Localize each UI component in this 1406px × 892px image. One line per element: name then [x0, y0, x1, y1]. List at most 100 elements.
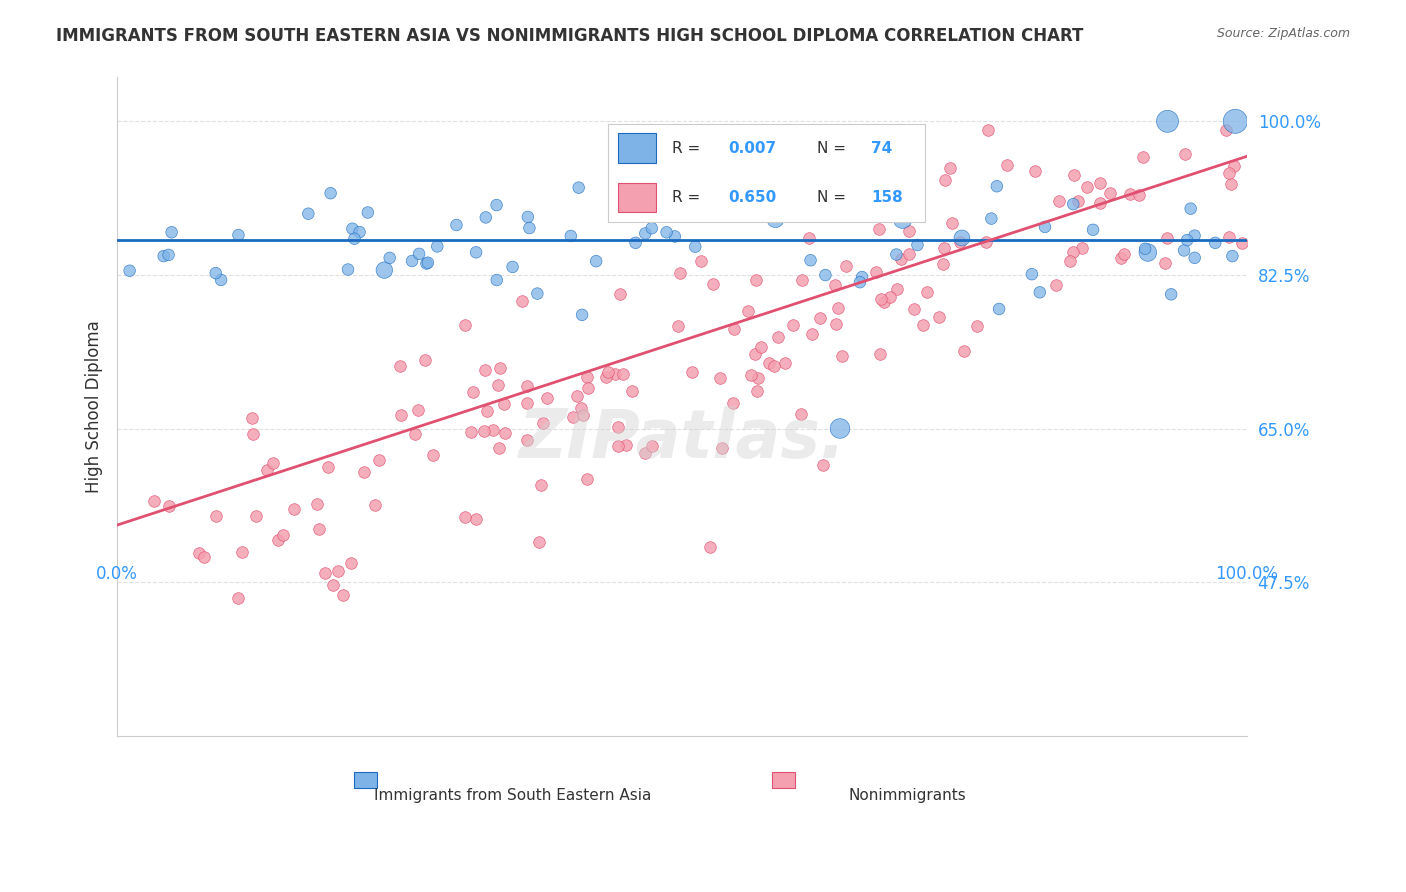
Point [1230, 235, 1253, 250]
Point [745, 273, 768, 287]
Text: IMMIGRANTS FROM SOUTH EASTERN ASIA VS NONIMMIGRANTS HIGH SCHOOL DIPLOMA CORRELAT: IMMIGRANTS FROM SOUTH EASTERN ASIA VS NO… [56, 27, 1084, 45]
Point [157, 499, 180, 513]
Text: Immigrants from South Eastern Asia: Immigrants from South Eastern Asia [374, 789, 651, 804]
Point [868, 222, 890, 236]
Point [948, 235, 970, 249]
Point [941, 216, 963, 230]
Point [740, 368, 762, 382]
Point [709, 371, 731, 385]
Point [620, 384, 643, 398]
Point [193, 550, 215, 565]
Point [810, 310, 832, 325]
Point [1132, 150, 1154, 164]
Point [1215, 123, 1237, 137]
Point [1153, 256, 1175, 270]
FancyBboxPatch shape [354, 772, 377, 789]
Point [406, 403, 429, 417]
Point [1062, 197, 1084, 211]
Point [561, 409, 583, 424]
Point [898, 247, 921, 261]
Point [596, 366, 619, 380]
Point [811, 458, 834, 472]
Point [1059, 254, 1081, 268]
Point [1109, 251, 1132, 265]
Point [689, 254, 711, 268]
Point [1136, 245, 1159, 260]
Point [526, 286, 548, 301]
FancyBboxPatch shape [772, 772, 794, 789]
Point [1070, 241, 1092, 255]
Point [797, 231, 820, 245]
Point [1128, 188, 1150, 202]
Point [1088, 196, 1111, 211]
Point [527, 534, 550, 549]
Point [1225, 114, 1247, 128]
Point [939, 161, 962, 175]
Point [349, 225, 371, 239]
Point [516, 210, 538, 224]
Point [242, 426, 264, 441]
Point [685, 240, 707, 254]
Point [886, 282, 908, 296]
Point [530, 477, 553, 491]
Point [792, 273, 814, 287]
Point [453, 318, 475, 332]
Point [1223, 159, 1246, 173]
Point [782, 318, 804, 333]
Point [482, 423, 505, 437]
Point [763, 359, 786, 374]
Point [966, 318, 988, 333]
Point [353, 466, 375, 480]
Point [634, 446, 657, 460]
Point [152, 249, 174, 263]
Point [314, 566, 336, 580]
Point [340, 557, 363, 571]
Point [228, 228, 250, 243]
Point [766, 329, 789, 343]
Point [388, 359, 411, 373]
Point [870, 209, 893, 223]
Point [465, 245, 488, 260]
Point [666, 318, 689, 333]
Point [765, 212, 787, 227]
Point [800, 326, 823, 341]
Point [1160, 287, 1182, 301]
Point [669, 266, 692, 280]
Point [1156, 231, 1178, 245]
Point [634, 227, 657, 241]
Point [1112, 247, 1135, 261]
Point [988, 301, 1011, 316]
Point [519, 221, 541, 235]
Point [976, 123, 998, 137]
Text: 100.0%: 100.0% [1215, 565, 1278, 582]
Point [516, 396, 538, 410]
Point [209, 273, 232, 287]
Point [891, 212, 914, 227]
Point [415, 353, 437, 368]
Point [612, 368, 634, 382]
Point [952, 343, 974, 358]
Point [886, 247, 908, 261]
Point [373, 263, 395, 277]
Point [879, 290, 901, 304]
Point [824, 318, 846, 332]
Point [744, 347, 766, 361]
Point [976, 235, 998, 249]
Text: ZIPatlas.: ZIPatlas. [519, 407, 845, 473]
Point [790, 407, 813, 421]
Point [828, 421, 851, 435]
Point [226, 591, 249, 606]
Point [426, 239, 449, 253]
Point [749, 340, 772, 354]
Point [488, 441, 510, 455]
Text: Source: ZipAtlas.com: Source: ZipAtlas.com [1216, 27, 1350, 40]
Point [494, 426, 516, 441]
Point [568, 180, 591, 194]
Point [416, 256, 439, 270]
Point [897, 224, 920, 238]
Point [1184, 228, 1206, 243]
Point [378, 251, 401, 265]
Text: Nonimmigrants: Nonimmigrants [849, 789, 967, 804]
Point [408, 247, 430, 261]
Point [610, 186, 633, 200]
